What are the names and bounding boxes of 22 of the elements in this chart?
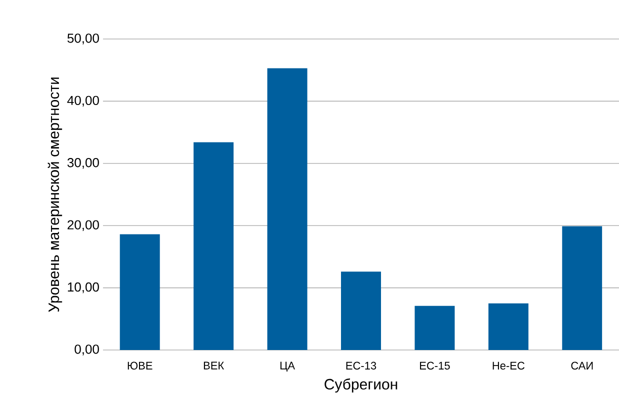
y-tick-label: 10,00 [68,282,99,294]
y-tick-label: 30,00 [67,158,99,169]
bar [341,272,381,350]
bar [194,142,234,350]
y-tick-label: 0,00 [74,344,99,356]
y-axis-title: Уровень материнской смертности [48,78,62,312]
y-tick-label: 40,00 [67,96,99,107]
x-tick-label: Не-ЕС [492,362,525,370]
x-tick-label: ЕС-13 [346,362,376,370]
x-axis-title: Субрегион [324,378,398,393]
x-tick-label: ЦА [280,362,295,372]
bar [120,234,160,350]
bar [488,303,528,350]
x-tick-label: ЮВЕ [128,362,152,370]
y-tick-label: 50,00 [67,34,99,44]
x-tick-label: САИ [571,362,593,370]
bar [562,226,602,350]
bar [414,306,455,350]
x-tick-label: ЕС-15 [420,362,450,370]
bar [267,68,308,350]
y-tick-label: 20,00 [68,220,99,231]
x-tick-label: ВЕК [204,362,224,370]
